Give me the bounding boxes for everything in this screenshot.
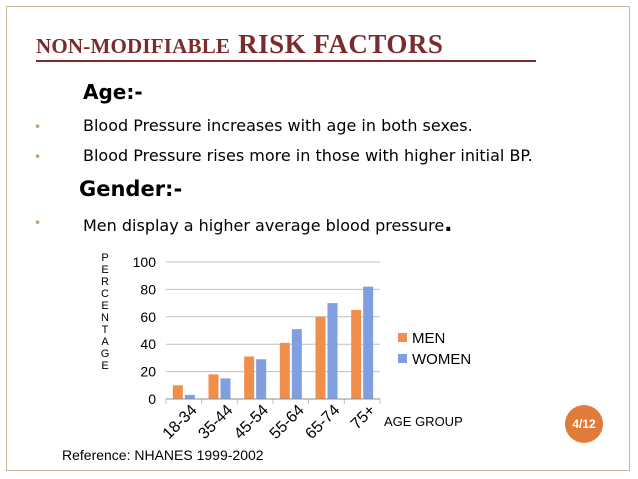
- bar-women: [327, 303, 338, 399]
- gender-heading: Gender:-: [79, 177, 183, 201]
- y-axis-label-letter: N: [101, 312, 109, 324]
- y-axis-label-letter: R: [101, 276, 109, 288]
- y-axis-label-letter: G: [100, 348, 110, 360]
- gender-bullet-main: Men display a higher average blood press…: [83, 216, 445, 235]
- bar-women: [291, 329, 302, 399]
- bar-women: [256, 359, 267, 399]
- bullet-icon: •: [34, 120, 42, 134]
- y-tick-label: 60: [140, 309, 156, 325]
- slide-title-part1: NON-MODIFIABLE: [36, 34, 231, 58]
- x-tick-label: 18-34: [160, 402, 201, 443]
- x-axis-label: AGE GROUP: [384, 414, 463, 429]
- legend-label-women: WOMEN: [412, 351, 471, 368]
- x-tick-label: 75+: [348, 402, 379, 433]
- bullet-icon: •: [34, 216, 42, 230]
- page-number-badge: 4/12: [565, 405, 603, 443]
- y-tick-label: 100: [133, 254, 157, 270]
- legend-swatch-women: [398, 354, 407, 363]
- gender-bullet-period: .: [444, 212, 453, 237]
- legend-label-men: MEN: [412, 330, 445, 347]
- y-axis-label-letter: A: [101, 336, 109, 348]
- bar-men: [351, 309, 362, 399]
- y-axis-label-letter: E: [101, 264, 109, 276]
- slide-title-part2: RISK FACTORS: [238, 29, 444, 59]
- gender-bullet-text: Men display a higher average blood press…: [83, 212, 453, 237]
- x-tick-label: 35-44: [195, 402, 236, 443]
- age-bullet-1-text: Blood Pressure increases with age in bot…: [83, 116, 473, 135]
- bullet-icon: •: [34, 150, 42, 164]
- age-bullet-2-text: Blood Pressure rises more in those with …: [83, 146, 533, 165]
- y-tick-label: 40: [140, 336, 156, 352]
- x-tick-label: 65-74: [302, 402, 343, 443]
- bar-women: [363, 286, 374, 399]
- x-tick-label: 45-54: [231, 402, 272, 443]
- bar-men: [315, 316, 326, 399]
- x-tick-label: 55-64: [267, 402, 308, 443]
- y-axis-label-letter: C: [101, 288, 109, 300]
- bar-men: [244, 356, 255, 399]
- bar-women: [184, 394, 195, 399]
- y-tick-label: 20: [140, 364, 156, 380]
- age-heading: Age:-: [83, 80, 143, 104]
- legend-swatch-men: [398, 333, 407, 342]
- bar-men: [279, 342, 290, 399]
- title-underline: [36, 60, 536, 62]
- reference-text: Reference: NHANES 1999-2002: [62, 447, 264, 463]
- y-tick-label: 80: [140, 281, 156, 297]
- bar-women: [220, 378, 231, 399]
- bar-men: [172, 385, 183, 399]
- y-axis-label-letter: E: [101, 360, 109, 372]
- y-axis-label-letter: P: [101, 252, 109, 264]
- y-axis-label-letter: E: [101, 300, 109, 312]
- bar-men: [208, 374, 219, 399]
- slide-frame: [6, 6, 630, 471]
- y-tick-label: 0: [148, 391, 156, 407]
- y-axis-label-letter: T: [101, 324, 109, 336]
- slide-title: NON-MODIFIABLE RISK FACTORS: [36, 24, 443, 61]
